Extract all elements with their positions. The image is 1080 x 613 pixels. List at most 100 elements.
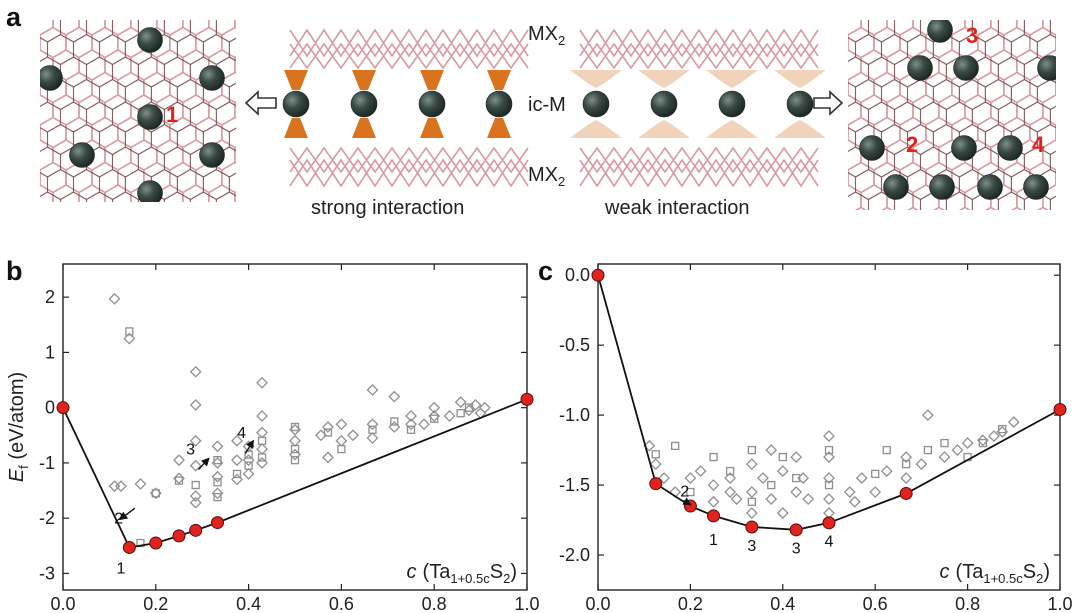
candidate-diamond-point	[745, 458, 758, 470]
hull-point	[172, 529, 186, 543]
candidate-diamond-point	[322, 421, 334, 433]
candidate-diamond-point	[643, 439, 656, 452]
candidate-diamond-point	[173, 454, 185, 467]
lattice-hexagon	[881, 206, 893, 210]
candidate-diamond-point	[347, 429, 359, 442]
lattice-hexagon	[125, 215, 151, 245]
lattice-hexagon	[248, 118, 274, 148]
strong-cone-top	[487, 70, 511, 90]
lattice-hexagon	[822, 0, 848, 13]
lattice-hexagon	[248, 163, 274, 193]
lattice-hexagon	[1069, 95, 1080, 125]
hull-point	[745, 520, 759, 534]
candidate-diamond-point	[765, 444, 778, 457]
lattice-hexagon	[848, 184, 862, 210]
lattice-atom	[1037, 55, 1056, 81]
lattice-hexagon	[281, 0, 307, 20]
site-number-2: 2	[906, 132, 918, 157]
lattice-hexagon	[111, 101, 139, 133]
lattice-hexagon	[40, 37, 49, 62]
strong-cone-bottom	[352, 118, 376, 138]
lattice-hexagon	[261, 5, 287, 35]
lattice-hexagon	[40, 101, 62, 133]
candidate-diamond-point	[115, 480, 127, 493]
candidate-square-point	[213, 493, 222, 502]
lattice-hexagon	[1069, 185, 1080, 215]
candidate-diamond-point	[428, 401, 441, 414]
lattice-hexagon	[261, 50, 287, 80]
lattice-hexagon	[255, 0, 281, 20]
lattice-hexagon	[176, 33, 204, 66]
annotation-label: 1	[117, 560, 126, 577]
lattice-hexagon	[848, 172, 857, 197]
intercalated-atom	[650, 90, 678, 118]
lattice-hexagon	[1076, 102, 1080, 132]
candidate-diamond-point	[366, 384, 379, 396]
candidate-diamond-point	[469, 398, 482, 411]
lattice-hexagon	[848, 127, 857, 152]
candidate-square-point	[767, 480, 776, 490]
lattice-hexagon	[72, 168, 101, 201]
panel-a: a 1 MX2 ic-M MX2 strong interaction weak…	[1, 0, 1080, 245]
candidate-diamond-point	[478, 401, 491, 414]
lattice-hexagon	[919, 146, 947, 178]
candidate-diamond-point	[335, 418, 348, 431]
lattice-hexagon	[170, 208, 196, 238]
y-axis-label: Ef (eV/atom)	[6, 372, 31, 482]
candidate-diamond-point	[823, 430, 835, 443]
panel-letter-b: b	[6, 256, 23, 286]
lattice-hexagon	[817, 147, 843, 177]
hull-point	[211, 516, 225, 530]
candidate-square-point	[151, 489, 160, 498]
lattice-hexagon	[85, 20, 114, 43]
lattice-atom	[951, 135, 977, 161]
candidate-square-point	[337, 444, 346, 454]
hull-point	[149, 536, 163, 550]
lattice-hexagon	[176, 78, 204, 111]
lattice-hexagon	[830, 215, 856, 245]
annotation-label: 4	[825, 534, 834, 551]
lattice-hexagon	[1069, 5, 1080, 35]
annotation-arrow	[682, 497, 692, 506]
strong-cones	[284, 70, 511, 138]
weak-cones	[570, 70, 826, 138]
lattice-hexagon	[952, 0, 978, 13]
lattice-hexagon	[959, 206, 971, 210]
lattice-hexagon	[182, 184, 210, 202]
lattice-left	[1, 0, 307, 245]
lattice-hexagon	[1011, 215, 1037, 245]
lattice-hexagon	[1063, 0, 1080, 20]
lattice-atom	[977, 174, 1003, 200]
annotation-label: 3	[186, 442, 195, 459]
candidate-diamond-point	[405, 418, 417, 431]
lattice-hexagon	[228, 127, 236, 152]
lattice-hexagon	[1056, 208, 1080, 238]
lattice-hexagon	[1, 140, 27, 170]
candidate-square-point	[824, 480, 834, 490]
convex-hull-line	[62, 398, 528, 549]
candidate-diamond-point	[189, 398, 202, 411]
lattice-hexagon	[945, 101, 973, 133]
lattice-hexagon	[189, 101, 217, 133]
candidate-diamond-point	[418, 418, 430, 431]
lattice-atom	[883, 174, 909, 200]
lattice-hexagon	[98, 33, 126, 66]
lattice-hexagon	[867, 56, 896, 88]
lattice-hexagon	[85, 191, 114, 202]
candidate-square-point	[923, 445, 933, 455]
candidate-diamond-point	[134, 477, 147, 490]
lattice-hexagon	[208, 184, 236, 202]
lattice-hexagon	[144, 208, 170, 238]
lattice-atom	[199, 142, 225, 168]
candidate-square-point	[323, 428, 333, 437]
lattice-hexagon	[1, 95, 27, 125]
candidate-square-point	[998, 424, 1007, 434]
y-tick-label: -0.5	[559, 335, 590, 355]
lattice-hexagon	[945, 191, 973, 210]
y-tick-label: 0	[45, 398, 55, 418]
lattice-hexagon	[48, 215, 74, 245]
x-tick-label: 0.2	[143, 594, 168, 613]
lattice-hexagon	[860, 184, 888, 210]
lattice-hexagon	[248, 208, 274, 238]
lattice-hexagon	[894, 20, 895, 21]
